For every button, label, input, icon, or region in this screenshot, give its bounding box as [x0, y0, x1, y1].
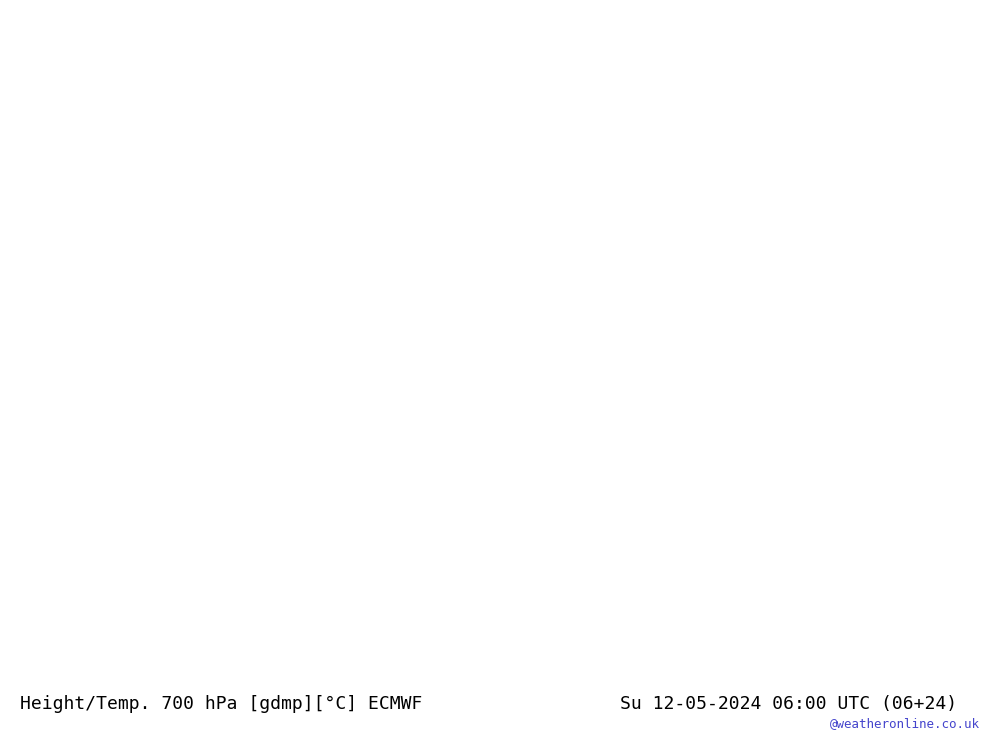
- Text: @weatheronline.co.uk: @weatheronline.co.uk: [830, 717, 980, 730]
- Text: Su 12-05-2024 06:00 UTC (06+24): Su 12-05-2024 06:00 UTC (06+24): [620, 695, 957, 713]
- Text: Height/Temp. 700 hPa [gdmp][°C] ECMWF: Height/Temp. 700 hPa [gdmp][°C] ECMWF: [20, 695, 422, 713]
